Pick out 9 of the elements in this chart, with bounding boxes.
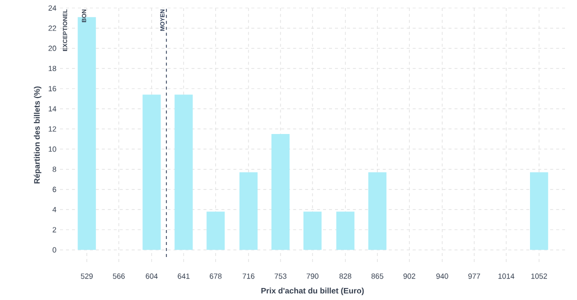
bar	[368, 172, 386, 250]
bar	[271, 134, 290, 250]
bar	[303, 212, 322, 250]
bar	[142, 94, 161, 250]
bar	[336, 212, 354, 250]
bar	[239, 172, 258, 250]
bar	[174, 94, 193, 250]
bar	[206, 212, 225, 250]
bar	[530, 172, 548, 250]
